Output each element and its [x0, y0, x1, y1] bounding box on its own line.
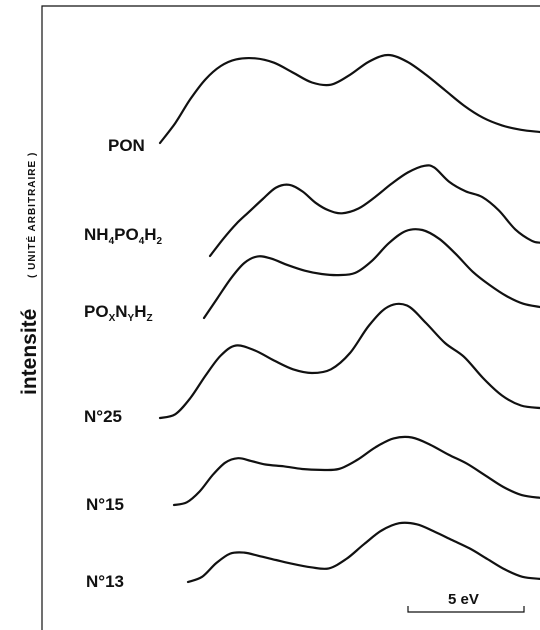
y-axis-unit: ( UNITÉ ARBITRAIRE ) [25, 152, 38, 278]
series-line-n-25 [158, 302, 540, 420]
curves [158, 53, 540, 584]
series-labels: PON NH4PO4H2 POXNYHZ N°25 N°15 N°13 [84, 136, 163, 591]
y-axis-label: intensité [18, 309, 41, 395]
series-label-pon: PON [108, 136, 145, 155]
series-label-n-15: N°15 [86, 495, 124, 514]
series-label-n-13: N°13 [86, 572, 124, 591]
scale-bar-line [407, 606, 525, 613]
y-axis-label-group: intensité ( UNITÉ ARBITRAIRE ) [18, 152, 41, 395]
scale-bar: 5 eV [407, 591, 525, 613]
series-line-n-15 [172, 435, 540, 507]
series-line-n-13 [186, 521, 540, 584]
series-label-poxnyhz: POXNYHZ [84, 302, 153, 324]
series-line-poxnyhz [202, 228, 540, 320]
series-label-n-25: N°25 [84, 407, 122, 426]
chart-frame [41, 5, 540, 630]
series-line-nh4po4h2 [208, 164, 540, 258]
scale-bar-label: 5 eV [448, 591, 479, 608]
series-line-pon [158, 53, 540, 145]
series-label-nh4po4h2: NH4PO4H2 [84, 225, 163, 247]
